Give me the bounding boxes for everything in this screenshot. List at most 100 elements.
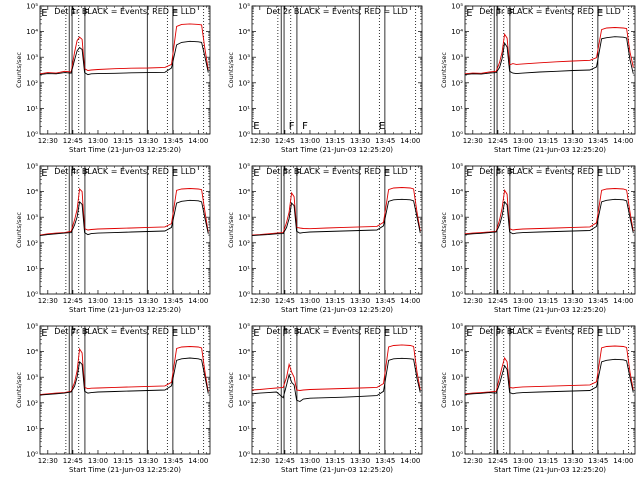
lld-series-line xyxy=(464,345,634,395)
lld-series-line xyxy=(251,344,421,391)
x-tick-label: 14:00 xyxy=(400,457,420,465)
y-tick-label: 10⁰ xyxy=(238,131,250,139)
y-tick-label: 10¹ xyxy=(451,265,463,273)
x-tick-label: 13:15 xyxy=(113,297,133,305)
flag-e: E xyxy=(172,168,178,179)
flag-e: E xyxy=(597,168,603,179)
y-tick-label: 10⁰ xyxy=(26,451,38,459)
flag-f: F xyxy=(282,168,288,179)
y-tick-label: 10³ xyxy=(451,374,463,382)
x-axis-label: Start Time (21-Jun-03 12:25:20) xyxy=(69,306,181,314)
x-tick-label: 13:15 xyxy=(325,457,345,465)
plot-frame xyxy=(464,5,636,135)
x-axis-label: Start Time (21-Jun-03 12:25:20) xyxy=(281,466,393,474)
x-tick-label: 12:30 xyxy=(250,297,270,305)
y-tick-label: 10¹ xyxy=(26,425,38,433)
flag-f: F xyxy=(302,121,308,132)
y-tick-label: 10⁴ xyxy=(26,188,38,196)
y-tick-label: 10³ xyxy=(238,54,250,62)
y-tick-label: 10³ xyxy=(26,54,38,62)
y-axis-label: Counts/sec xyxy=(440,52,448,88)
plot-frame xyxy=(464,165,636,295)
x-tick-label: 13:45 xyxy=(163,297,183,305)
flag-e: E xyxy=(41,168,47,179)
events-series-line xyxy=(251,198,421,237)
panel-title: Det 6r BLACK = Events, RED = LLD xyxy=(479,167,621,176)
plot-frame xyxy=(39,5,211,135)
x-tick-label: 14:00 xyxy=(613,457,633,465)
x-tick-label: 14:00 xyxy=(188,137,208,145)
y-tick-label: 10⁵ xyxy=(238,3,250,11)
events-series-line xyxy=(39,199,209,237)
y-tick-label: 10⁵ xyxy=(451,163,463,171)
x-tick-label: 13:00 xyxy=(88,457,108,465)
y-tick-label: 10¹ xyxy=(451,425,463,433)
flag-f: F xyxy=(508,328,514,339)
y-axis-label: Counts/sec xyxy=(15,212,23,248)
y-tick-label: 10¹ xyxy=(238,425,250,433)
x-tick-label: 12:30 xyxy=(250,457,270,465)
plot-frame xyxy=(464,325,636,455)
x-tick-label: 12:45 xyxy=(275,297,295,305)
x-tick-label: 13:45 xyxy=(588,457,608,465)
x-tick-label: 13:15 xyxy=(113,457,133,465)
x-tick-label: 14:00 xyxy=(188,297,208,305)
y-tick-label: 10⁴ xyxy=(451,188,463,196)
y-tick-label: 10⁵ xyxy=(451,323,463,331)
y-tick-label: 10⁰ xyxy=(238,291,250,299)
x-tick-label: 13:45 xyxy=(375,137,395,145)
y-axis-label: Counts/sec xyxy=(15,52,23,88)
flag-e: E xyxy=(384,168,390,179)
x-tick-label: 12:45 xyxy=(63,137,83,145)
x-tick-label: 12:45 xyxy=(488,457,508,465)
y-tick-label: 10¹ xyxy=(238,105,250,113)
y-tick-label: 10² xyxy=(238,79,250,87)
x-tick-label: 13:00 xyxy=(300,297,320,305)
y-tick-label: 10⁰ xyxy=(451,291,463,299)
y-tick-label: 10¹ xyxy=(451,105,463,113)
x-tick-label: 12:45 xyxy=(63,457,83,465)
panel-2: 10⁰ 10¹ 10² 10³ 10⁴ 10⁵ 12:30 12:45 13:00 13:15 13… xyxy=(227,3,423,154)
panel-title: Det 9r BLACK = Events, RED = LLD xyxy=(479,327,621,336)
y-tick-label: 10⁵ xyxy=(238,323,250,331)
lld-series-line xyxy=(464,27,634,75)
flag-e: E xyxy=(41,8,47,19)
flag-f: F xyxy=(83,328,89,339)
x-tick-label: 13:15 xyxy=(113,137,133,145)
panel-6: 10⁰ 10¹ 10² 10³ 10⁴ 10⁵ 12:30 12:45 13:00 13:15 13… xyxy=(440,163,636,314)
y-axis-label: Counts/sec xyxy=(227,372,235,408)
y-tick-label: 10⁴ xyxy=(238,188,250,196)
y-tick-label: 10² xyxy=(238,399,250,407)
lld-series-line xyxy=(251,187,421,236)
y-tick-label: 10⁴ xyxy=(26,348,38,356)
x-tick-label: 13:30 xyxy=(138,137,158,145)
y-tick-label: 10⁵ xyxy=(451,3,463,11)
x-tick-label: 13:15 xyxy=(538,297,558,305)
x-axis-label: Start Time (21-Jun-03 12:25:20) xyxy=(281,306,393,314)
x-tick-label: 13:45 xyxy=(375,297,395,305)
lld-series-line xyxy=(39,188,209,236)
y-tick-label: 10⁰ xyxy=(26,131,38,139)
x-tick-label: 13:45 xyxy=(375,457,395,465)
x-tick-label: 13:45 xyxy=(163,457,183,465)
y-axis-label: Counts/sec xyxy=(227,212,235,248)
y-tick-label: 10³ xyxy=(451,214,463,222)
flag-e: E xyxy=(466,328,472,339)
x-tick-label: 12:45 xyxy=(63,297,83,305)
x-tick-label: 13:15 xyxy=(325,297,345,305)
flag-f: F xyxy=(289,121,295,132)
panel-5: 10⁰ 10¹ 10² 10³ 10⁴ 10⁵ 12:30 12:45 13:00 13:15 13… xyxy=(227,163,423,314)
plot-frame xyxy=(251,5,423,135)
flag-f: F xyxy=(508,168,514,179)
flag-f: F xyxy=(70,328,76,339)
events-series-line xyxy=(464,198,634,236)
y-tick-label: 10⁵ xyxy=(26,163,38,171)
y-tick-label: 10³ xyxy=(238,374,250,382)
flag-e: E xyxy=(172,328,178,339)
x-tick-label: 12:45 xyxy=(488,137,508,145)
y-tick-label: 10² xyxy=(26,79,38,87)
y-tick-label: 10² xyxy=(26,399,38,407)
y-tick-label: 10⁵ xyxy=(238,163,250,171)
x-tick-label: 12:45 xyxy=(488,297,508,305)
events-series-line xyxy=(464,36,634,76)
